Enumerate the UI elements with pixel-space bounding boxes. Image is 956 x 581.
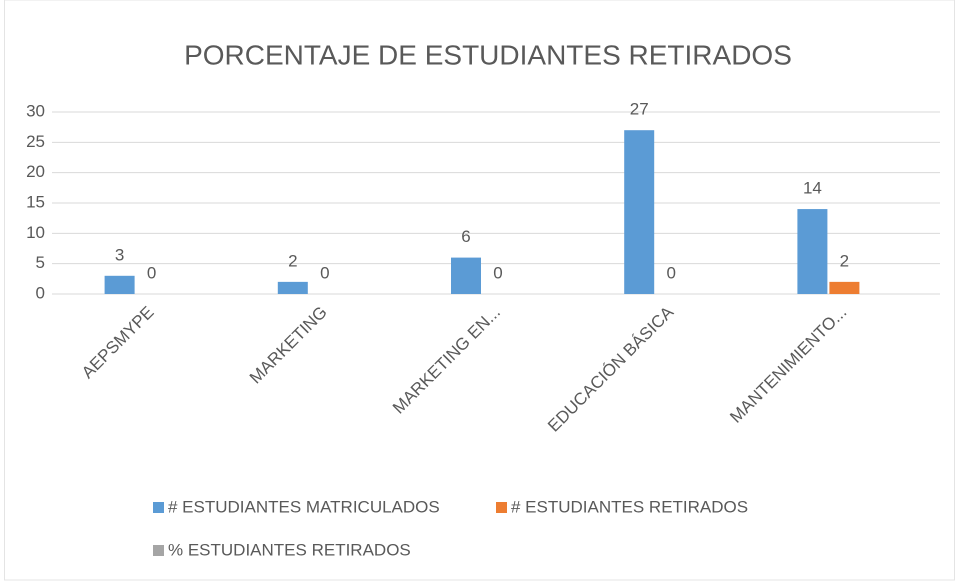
bar <box>797 209 828 294</box>
y-tick-label: 10 <box>26 223 45 242</box>
bar <box>277 281 308 294</box>
y-tick-label: 25 <box>26 132 45 151</box>
bar <box>451 257 481 294</box>
data-label: 2 <box>288 251 297 270</box>
bar <box>829 281 860 294</box>
data-label: 0 <box>493 263 502 282</box>
legend-swatch <box>153 545 164 556</box>
chart-title: PORCENTAJE DE ESTUDIANTES RETIRADOS <box>184 39 792 70</box>
legend-label: # ESTUDIANTES MATRICULADOS <box>168 497 440 516</box>
legend-label: # ESTUDIANTES RETIRADOS <box>511 497 748 516</box>
legend-swatch <box>153 502 164 513</box>
data-label: 0 <box>666 263 675 282</box>
legend-swatch <box>496 502 507 513</box>
data-label: 0 <box>147 263 156 282</box>
data-label: 2 <box>840 251 849 270</box>
legend-label: % ESTUDIANTES RETIRADOS <box>168 540 411 559</box>
y-tick-label: 0 <box>36 283 45 302</box>
data-label: 0 <box>320 263 329 282</box>
bar <box>624 130 655 294</box>
data-label: 27 <box>630 100 649 119</box>
data-label: 3 <box>115 245 124 264</box>
y-tick-label: 15 <box>26 192 45 211</box>
bar <box>104 275 135 294</box>
y-tick-label: 20 <box>26 162 45 181</box>
data-label: 6 <box>461 227 470 246</box>
y-tick-label: 30 <box>26 101 45 120</box>
y-tick-label: 5 <box>36 253 45 272</box>
data-label: 14 <box>803 179 822 198</box>
